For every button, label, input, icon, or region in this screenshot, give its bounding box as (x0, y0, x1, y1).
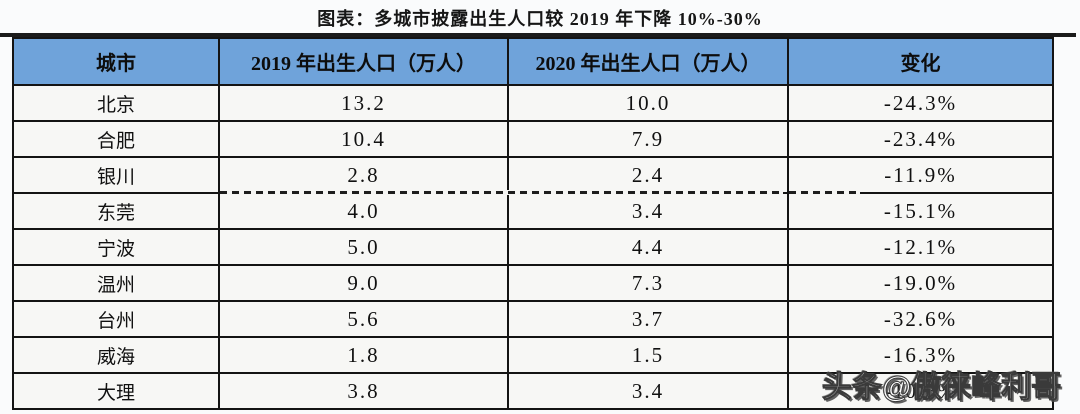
top-divider-rule (0, 33, 1076, 37)
cell-2019: 2.8 (218, 156, 509, 194)
watermark: 头条@傲徕峰利哥 (822, 371, 1062, 405)
cell-2019: 4.0 (218, 192, 509, 230)
cell-2019: 13.2 (218, 84, 509, 122)
cell-city: 银川 (12, 156, 220, 194)
cell-city: 温州 (12, 264, 220, 302)
table-row: 大理 3.8 3.4 -10.5% (12, 372, 1054, 410)
cell-2020: 3.4 (507, 372, 789, 410)
cell-change: -24.3% (787, 84, 1054, 122)
cell-2020: 10.0 (507, 84, 789, 122)
cell-change: -32.6% (787, 300, 1054, 338)
cell-change: -23.4% (787, 120, 1054, 158)
cell-2019: 9.0 (218, 264, 509, 302)
cell-2020: 7.3 (507, 264, 789, 302)
cell-2019: 5.0 (218, 228, 509, 266)
cell-change: -11.9% (787, 156, 1054, 194)
table-row: 银川 2.8 2.4 -11.9% (12, 156, 1054, 194)
table-row: 合肥 10.4 7.9 -23.4% (12, 120, 1054, 158)
table-row: 温州 9.0 7.3 -19.0% (12, 264, 1054, 302)
table-row: 台州 5.6 3.7 -32.6% (12, 300, 1054, 338)
cell-change: -19.0% (787, 264, 1054, 302)
dashed-border-segment (789, 190, 860, 195)
cell-change: -16.3% (787, 336, 1054, 374)
cell-city: 合肥 (12, 120, 220, 158)
cell-city: 台州 (12, 300, 220, 338)
birth-population-table: 城市 2019 年出生人口（万人） 2020 年出生人口（万人） 变化 北京 1… (12, 37, 1054, 410)
cell-city: 宁波 (12, 228, 220, 266)
cell-2019: 1.8 (218, 336, 509, 374)
cell-2020: 3.4 (507, 192, 789, 230)
cell-2020: 4.4 (507, 228, 789, 266)
cell-city: 大理 (12, 372, 220, 410)
cell-2020: 7.9 (507, 120, 789, 158)
page-title: 图表：多城市披露出生人口较 2019 年下降 10%-30% (317, 9, 763, 29)
cell-2020: 3.7 (507, 300, 789, 338)
cell-change: -15.1% (787, 192, 1054, 230)
table-header-row: 城市 2019 年出生人口（万人） 2020 年出生人口（万人） 变化 (12, 37, 1054, 86)
table-row: 北京 13.2 10.0 -24.3% (12, 84, 1054, 122)
table-row: 东莞 4.0 3.4 -15.1% (12, 192, 1054, 230)
cell-2020: 1.5 (507, 336, 789, 374)
column-header-2020: 2020 年出生人口（万人） (507, 37, 789, 86)
table-row: 宁波 5.0 4.4 -12.1% (12, 228, 1054, 266)
cell-change: -12.1% (787, 228, 1054, 266)
cell-city: 威海 (12, 336, 220, 374)
cell-2019: 5.6 (218, 300, 509, 338)
column-header-change: 变化 (787, 37, 1054, 86)
cell-2019: 3.8 (218, 372, 509, 410)
column-header-2019: 2019 年出生人口（万人） (218, 37, 509, 86)
cell-change: -10.5% (787, 372, 1054, 410)
table-row: 威海 1.8 1.5 -16.3% (12, 336, 1054, 374)
cell-2020: 2.4 (507, 156, 789, 194)
dashed-border-segment (220, 190, 783, 195)
cell-2019: 10.4 (218, 120, 509, 158)
cell-city: 北京 (12, 84, 220, 122)
cell-city: 东莞 (12, 192, 220, 230)
column-header-city: 城市 (12, 37, 220, 86)
